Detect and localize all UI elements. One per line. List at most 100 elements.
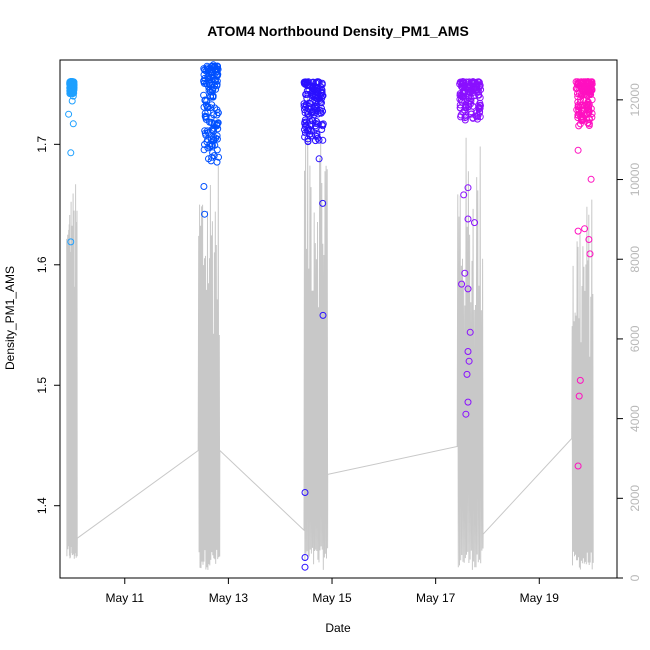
- data-point: [584, 119, 592, 127]
- data-point: [464, 79, 472, 87]
- data-point: [588, 110, 596, 117]
- line-segment-1: [66, 184, 78, 559]
- data-point: [457, 96, 465, 104]
- data-point-outlier: [301, 489, 309, 496]
- data-point: [201, 141, 208, 148]
- data-point: [583, 101, 590, 109]
- data-point: [584, 78, 592, 86]
- secondary-line-series: [66, 96, 594, 570]
- data-point: [582, 115, 590, 123]
- data-point: [575, 122, 583, 130]
- data-point-outlier: [69, 120, 77, 128]
- data-point: [309, 108, 317, 116]
- data-point-outlier: [462, 410, 470, 418]
- data-point-outlier: [575, 392, 583, 400]
- data-point: [469, 114, 477, 122]
- data-point: [212, 85, 220, 93]
- data-point: [204, 74, 212, 82]
- data-point-outlier: [574, 227, 582, 235]
- data-point-outlier: [574, 146, 582, 154]
- data-point: [300, 100, 308, 108]
- x-axis-label: Date: [325, 621, 351, 635]
- data-point: [318, 104, 325, 112]
- data-point: [215, 153, 222, 161]
- data-point: [464, 83, 472, 91]
- y-axis: 1.4 1.5 1.6 1.7: [35, 136, 60, 514]
- data-point: [462, 113, 470, 121]
- data-point: [456, 101, 464, 109]
- x-axis: May 11 May 13 May 15 May 17 May 19: [106, 578, 560, 605]
- line-segment-2: [77, 165, 221, 570]
- data-point-outlier: [204, 66, 212, 74]
- data-point-outlier: [319, 199, 327, 207]
- data-point: [461, 116, 469, 124]
- y-tick-label: 1.7: [35, 136, 49, 153]
- scatter-points: [65, 61, 596, 571]
- y2-tick-label: 0: [628, 574, 642, 581]
- line-segment-5: [482, 199, 594, 570]
- data-point: [208, 142, 215, 150]
- data-point: [207, 135, 215, 143]
- data-point: [208, 65, 216, 73]
- data-point: [312, 137, 319, 145]
- data-point: [211, 141, 219, 149]
- data-point: [314, 86, 322, 94]
- data-point: [307, 127, 315, 135]
- data-point: [201, 66, 209, 74]
- data-point-outlier: [464, 398, 472, 406]
- data-point: [319, 122, 327, 130]
- x-tick-label: May 19: [520, 591, 560, 605]
- data-point-outlier: [315, 155, 323, 163]
- data-point-outlier: [65, 110, 73, 118]
- data-point: [313, 84, 321, 92]
- data-point: [576, 120, 584, 128]
- data-point-outlier: [460, 191, 468, 199]
- data-point: [304, 135, 312, 143]
- y2-tick-label: 10000: [628, 163, 642, 197]
- data-point: [311, 103, 319, 111]
- data-point: [207, 157, 215, 165]
- data-point: [314, 134, 322, 142]
- data-point-outlier: [576, 376, 584, 384]
- data-point-outlier: [464, 184, 472, 192]
- data-point-outlier: [464, 215, 472, 223]
- data-point: [318, 94, 326, 102]
- data-point-outlier: [69, 92, 77, 100]
- data-point: [301, 109, 309, 117]
- data-point: [457, 113, 465, 121]
- y-tick-label: 1.6: [35, 256, 49, 273]
- data-point: [310, 111, 318, 119]
- data-point: [302, 101, 310, 109]
- data-point-outlier: [200, 183, 208, 190]
- data-point-outlier: [585, 236, 593, 243]
- data-point: [586, 90, 594, 98]
- data-point: [575, 103, 583, 110]
- data-point: [467, 110, 475, 118]
- data-point: [208, 101, 216, 109]
- data-point: [200, 79, 208, 87]
- data-point: [208, 127, 216, 135]
- data-point: [69, 78, 77, 86]
- data-point: [209, 149, 217, 157]
- data-point: [577, 78, 585, 86]
- data-point: [210, 111, 218, 119]
- y-tick-label: 1.4: [35, 497, 49, 514]
- data-point-outlier: [581, 225, 589, 233]
- data-point: [302, 79, 310, 87]
- data-point: [474, 78, 482, 86]
- data-point: [204, 136, 212, 144]
- data-point: [203, 127, 211, 135]
- data-point: [314, 93, 322, 101]
- data-point: [202, 113, 210, 121]
- data-point-outlier: [458, 280, 466, 288]
- y-axis-label: Density_PM1_AMS: [3, 266, 17, 370]
- x-tick-label: May 13: [209, 591, 249, 605]
- data-point: [476, 102, 484, 110]
- data-point: [209, 92, 217, 100]
- data-point-outlier: [587, 175, 595, 183]
- data-point: [459, 89, 467, 97]
- data-point: [208, 153, 216, 161]
- data-point-outlier: [67, 238, 75, 246]
- data-point: [205, 86, 213, 94]
